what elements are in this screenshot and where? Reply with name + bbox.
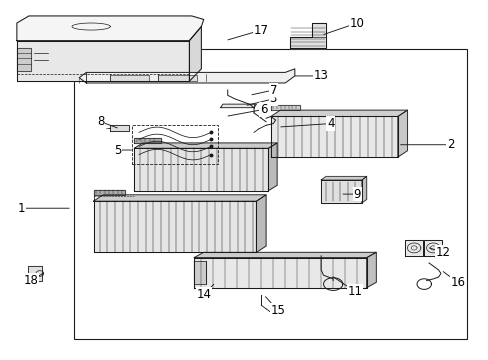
- Polygon shape: [28, 266, 42, 280]
- Polygon shape: [397, 110, 407, 157]
- Polygon shape: [321, 176, 366, 180]
- Polygon shape: [270, 110, 407, 117]
- Polygon shape: [194, 252, 376, 258]
- Polygon shape: [321, 180, 361, 203]
- Polygon shape: [17, 48, 31, 71]
- Text: 10: 10: [349, 17, 364, 30]
- Polygon shape: [93, 201, 256, 252]
- Text: 6: 6: [260, 103, 267, 116]
- Polygon shape: [134, 148, 268, 190]
- Text: 2: 2: [446, 138, 453, 151]
- Text: 1: 1: [18, 202, 25, 215]
- Text: 17: 17: [253, 23, 268, 37]
- Polygon shape: [270, 117, 397, 157]
- Text: 14: 14: [196, 288, 211, 301]
- Polygon shape: [289, 23, 325, 48]
- Text: 13: 13: [313, 69, 328, 82]
- Bar: [132, 125, 218, 164]
- Polygon shape: [270, 105, 299, 110]
- Polygon shape: [424, 240, 442, 256]
- Text: 9: 9: [353, 188, 360, 201]
- Polygon shape: [134, 143, 277, 148]
- Polygon shape: [220, 104, 256, 108]
- Text: 4: 4: [326, 117, 334, 130]
- Text: 11: 11: [346, 285, 362, 298]
- Polygon shape: [189, 27, 201, 81]
- Polygon shape: [134, 138, 160, 143]
- Polygon shape: [194, 261, 206, 284]
- Polygon shape: [158, 75, 196, 81]
- Polygon shape: [93, 195, 265, 201]
- Text: 8: 8: [97, 115, 104, 128]
- Polygon shape: [194, 258, 366, 288]
- Polygon shape: [79, 69, 294, 83]
- Text: 16: 16: [449, 276, 464, 289]
- Bar: [74, 49, 467, 339]
- Polygon shape: [110, 125, 129, 131]
- Text: 3: 3: [269, 93, 276, 105]
- Polygon shape: [256, 195, 265, 252]
- Polygon shape: [361, 176, 366, 203]
- Text: 5: 5: [114, 144, 121, 157]
- Polygon shape: [268, 143, 277, 190]
- Text: 12: 12: [435, 246, 450, 259]
- Text: 7: 7: [269, 84, 276, 96]
- Polygon shape: [404, 240, 423, 256]
- Polygon shape: [17, 41, 189, 81]
- Polygon shape: [366, 252, 376, 288]
- Text: 15: 15: [270, 304, 285, 317]
- Polygon shape: [93, 189, 124, 195]
- Polygon shape: [110, 75, 148, 81]
- Polygon shape: [17, 16, 203, 41]
- Text: 18: 18: [24, 274, 39, 287]
